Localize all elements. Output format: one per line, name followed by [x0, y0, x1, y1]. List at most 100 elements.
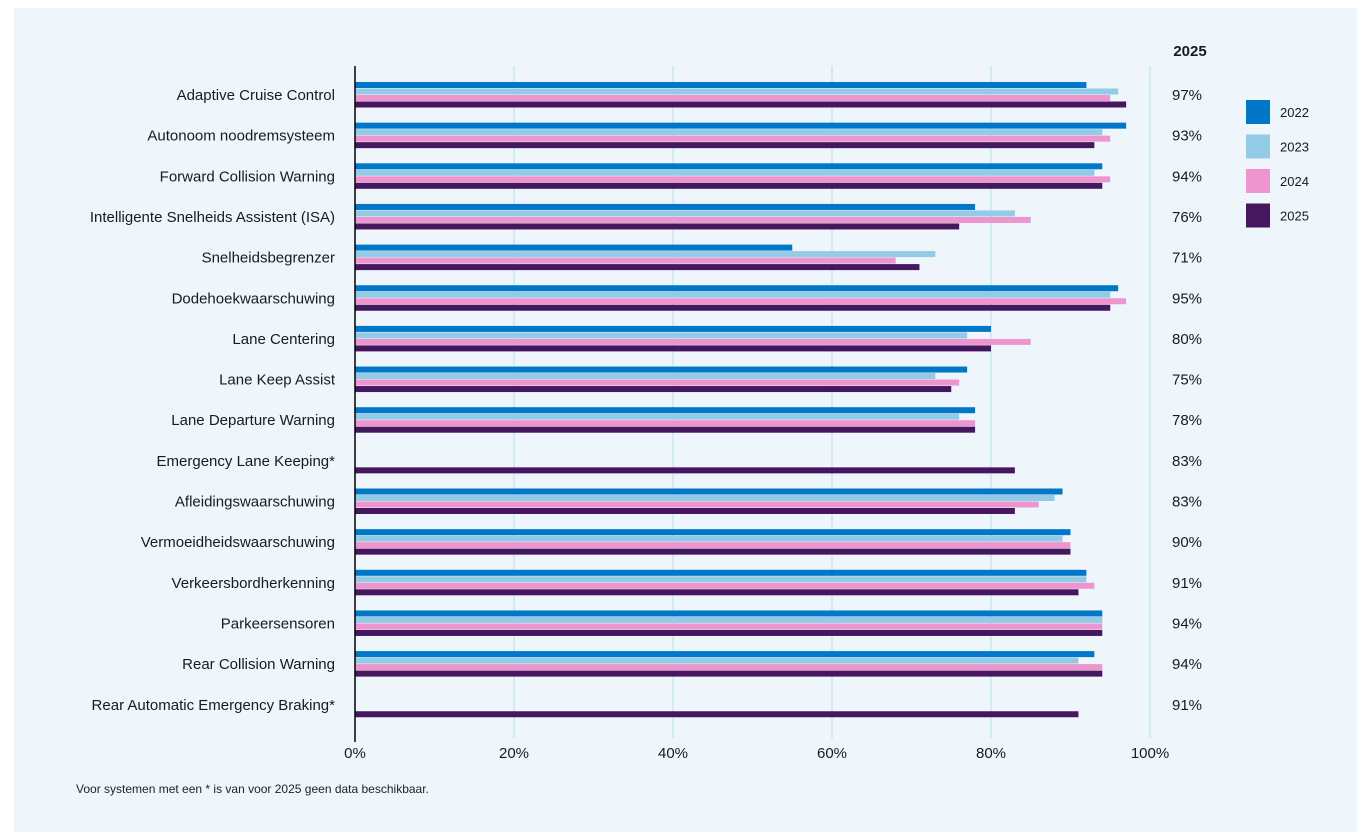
bar-2023 [355, 88, 1119, 95]
bar-2025 [355, 711, 1079, 718]
x-tick-label: 20% [499, 745, 529, 762]
bar-2023 [355, 576, 1087, 583]
value-column-header: 2025 [1173, 43, 1206, 60]
value-label: 93% [1172, 128, 1202, 145]
category-label: Emergency Lane Keeping* [157, 453, 336, 470]
bar-2025 [355, 508, 1015, 514]
bar-2024 [355, 176, 1111, 183]
legend-swatch [1246, 100, 1270, 124]
legend-label: 2022 [1280, 105, 1309, 120]
bar-2024 [355, 95, 1111, 101]
category-label: Autonoom noodremsysteem [147, 128, 335, 145]
value-label: 94% [1172, 656, 1202, 673]
x-tick-label: 60% [817, 745, 847, 762]
bar-2024 [355, 664, 1103, 671]
bar-2025 [355, 467, 1015, 474]
bar-2024 [355, 379, 960, 386]
value-label: 78% [1172, 412, 1202, 429]
bar-2025 [355, 386, 952, 393]
bar-chart: Adaptive Cruise Control 97% Autonoom noodr… [90, 43, 1309, 762]
legend-label: 2024 [1280, 174, 1309, 189]
bar-2022 [355, 163, 1103, 170]
bar-2025 [355, 304, 1111, 311]
bar-2022 [355, 82, 1087, 88]
bar-2022 [355, 610, 1103, 617]
bar-2025 [355, 345, 991, 352]
bar-2022 [355, 569, 1087, 576]
bar-2023 [355, 332, 968, 339]
bar-2024 [355, 216, 1031, 223]
category-label: Lane Centering [232, 331, 335, 348]
value-label: 80% [1172, 331, 1202, 348]
x-tick-label: 100% [1131, 745, 1169, 762]
bar-2022 [355, 122, 1127, 129]
category-label: Adaptive Cruise Control [177, 87, 335, 104]
bar-2023 [355, 169, 1095, 176]
bar-2022 [355, 285, 1119, 292]
value-label: 97% [1172, 87, 1202, 104]
bar-2023 [355, 373, 936, 380]
category-label: Lane Departure Warning [171, 412, 335, 429]
value-label: 91% [1172, 575, 1202, 592]
bar-2022 [355, 325, 991, 332]
bar-2023 [355, 251, 936, 258]
bar-2023 [355, 535, 1063, 542]
bar-2022 [355, 651, 1095, 658]
footnote: Voor systemen met een * is van voor 2025… [76, 782, 429, 796]
category-label: Vermoeidheidswaarschuwing [141, 534, 335, 551]
bar-2024 [355, 542, 1071, 549]
legend-label: 2025 [1280, 209, 1309, 224]
bar-2023 [355, 210, 1015, 217]
value-label: 71% [1172, 250, 1202, 267]
category-label: Intelligente Snelheids Assistent (ISA) [90, 209, 335, 226]
category-label: Forward Collision Warning [160, 168, 335, 185]
legend-swatch [1246, 169, 1270, 193]
bar-2025 [355, 264, 920, 271]
bar-2024 [355, 420, 976, 427]
bar-2025 [355, 548, 1071, 555]
category-label: Snelheidsbegrenzer [202, 250, 335, 267]
bar-2023 [355, 291, 1111, 298]
bar-2025 [355, 629, 1103, 636]
category-label: Rear Automatic Emergency Braking* [92, 697, 336, 714]
bar-2024 [355, 623, 1103, 630]
bar-2024 [355, 257, 896, 264]
bar-2024 [355, 338, 1031, 345]
bar-2025 [355, 670, 1103, 677]
value-label: 83% [1172, 453, 1202, 470]
bar-2025 [355, 182, 1103, 189]
bar-2022 [355, 366, 968, 373]
category-label: Verkeersbordherkenning [172, 575, 335, 592]
legend-label: 2023 [1280, 140, 1309, 155]
value-label: 94% [1172, 168, 1202, 185]
bar-2022 [355, 488, 1063, 495]
bar-2025 [355, 223, 960, 230]
value-label: 83% [1172, 494, 1202, 511]
bar-2022 [355, 203, 976, 210]
value-label: 76% [1172, 209, 1202, 226]
bar-2024 [355, 501, 1039, 508]
bar-2025 [355, 426, 976, 433]
bar-2025 [355, 589, 1079, 596]
bar-2023 [355, 129, 1103, 136]
x-tick-label: 40% [658, 745, 688, 762]
category-label: Dodehoekwaarschuwing [172, 290, 335, 307]
bar-2023 [355, 616, 1103, 623]
value-label: 94% [1172, 615, 1202, 632]
value-label: 95% [1172, 290, 1202, 307]
bar-2024 [355, 298, 1127, 305]
x-tick-label: 0% [344, 745, 366, 762]
bar-2023 [355, 495, 1055, 501]
bar-2024 [355, 582, 1095, 589]
legend-swatch [1246, 203, 1270, 228]
value-label: 91% [1172, 697, 1202, 714]
value-label: 75% [1172, 372, 1202, 389]
category-label: Rear Collision Warning [182, 656, 335, 673]
category-label: Parkeersensoren [221, 615, 335, 632]
bar-2025 [355, 101, 1127, 108]
category-label: Afleidingswaarschuwing [175, 494, 335, 511]
chart-panel: Adaptive Cruise Control 97% Autonoom noodr… [14, 8, 1357, 832]
bar-2024 [355, 135, 1111, 142]
bar-2022 [355, 244, 793, 251]
bar-2022 [355, 529, 1071, 536]
